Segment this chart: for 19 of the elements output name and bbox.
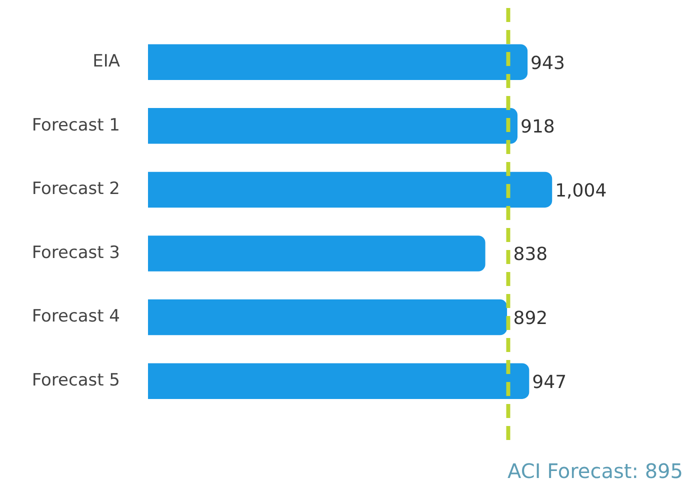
y-tick-label: Forecast 4 — [32, 306, 120, 327]
data-label: 892 — [513, 308, 548, 329]
bar — [148, 44, 528, 80]
bar — [148, 363, 530, 399]
data-label: 918 — [520, 116, 555, 138]
y-tick-label: Forecast 1 — [32, 115, 120, 136]
bar — [148, 108, 518, 144]
y-tick-label: Forecast 2 — [32, 179, 120, 200]
bar — [148, 299, 508, 336]
ref-line-label: ACI Forecast: 895 — [508, 459, 683, 484]
y-tick-label: EIA — [92, 52, 120, 72]
data-label: 943 — [530, 52, 565, 74]
data-label: 947 — [532, 372, 567, 393]
y-tick-label: Forecast 5 — [32, 370, 120, 391]
bar — [148, 172, 552, 208]
bar — [148, 236, 486, 272]
data-label: 838 — [513, 244, 548, 266]
y-tick-label: Forecast 3 — [32, 242, 120, 263]
data-label: 1,004 — [555, 180, 607, 202]
